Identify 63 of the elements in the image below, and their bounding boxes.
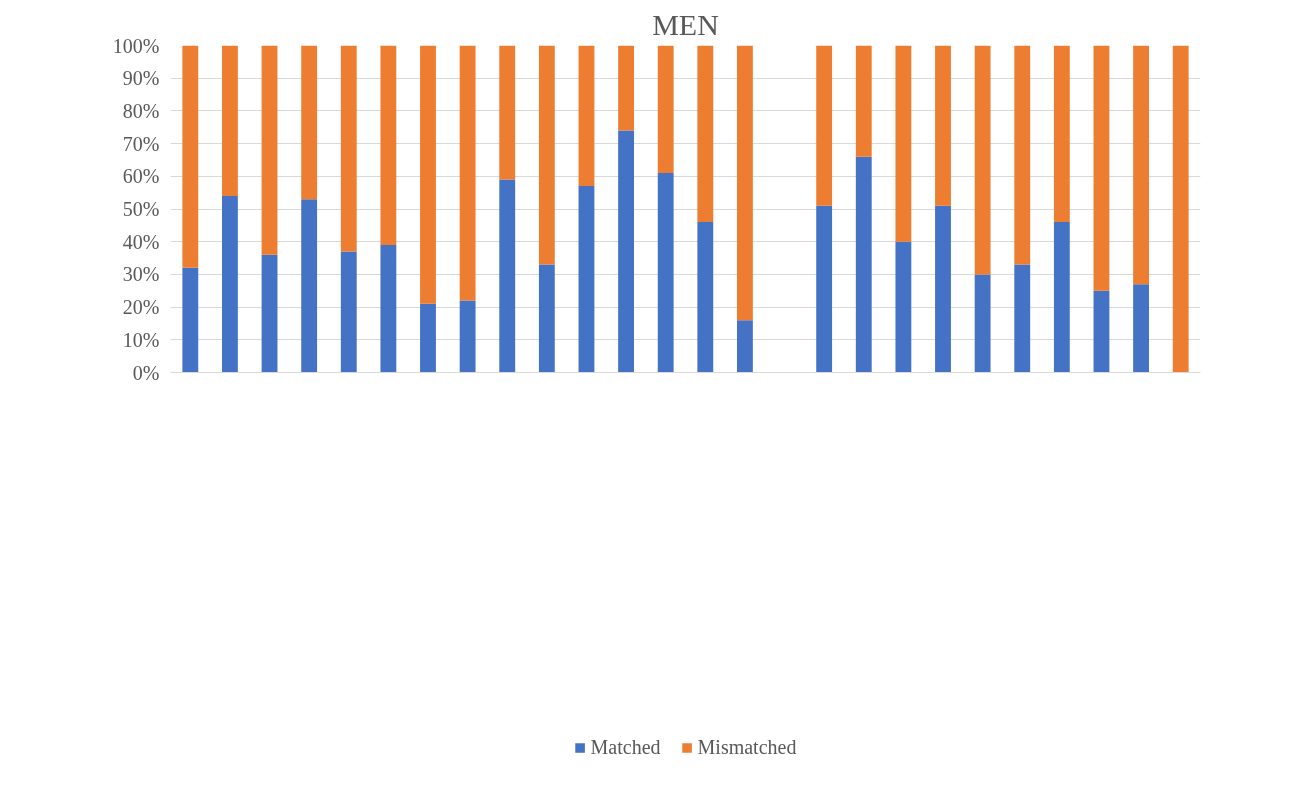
- bar: [816, 205, 833, 373]
- bar: [1014, 45, 1031, 265]
- bar: [380, 244, 397, 373]
- bar: [261, 254, 278, 373]
- bar: [261, 45, 278, 255]
- bar: [301, 199, 318, 373]
- bar: [1093, 45, 1110, 291]
- y-tick-label: 100%: [112, 34, 160, 57]
- y-tick-label: 70%: [122, 132, 160, 155]
- bar: [380, 45, 397, 245]
- bar: [618, 130, 634, 373]
- bar: [974, 274, 991, 373]
- bar: [895, 45, 912, 242]
- legend-label: Matched: [590, 735, 661, 759]
- bar: [499, 45, 516, 180]
- bar: [737, 320, 753, 373]
- bar: [657, 173, 674, 373]
- y-tick-label: 50%: [122, 198, 160, 220]
- y-tick-label: 80%: [122, 99, 160, 122]
- y-tick-label: 0%: [132, 361, 160, 384]
- bar: [657, 45, 674, 174]
- bar: [816, 45, 833, 206]
- bar: [697, 45, 714, 223]
- y-tick-label: 60%: [122, 165, 160, 188]
- bar: [1133, 284, 1149, 373]
- bar: [855, 156, 872, 373]
- bar: [499, 179, 516, 373]
- bar: [420, 45, 436, 304]
- bar: [895, 241, 912, 373]
- bar: [340, 251, 357, 373]
- bar: [459, 300, 476, 373]
- bar: [340, 45, 357, 252]
- bar: [420, 303, 436, 373]
- bar: [737, 45, 753, 321]
- y-tick-label: 40%: [122, 230, 160, 253]
- chart-title: MEN: [652, 7, 719, 41]
- y-tick-label: 20%: [122, 296, 160, 319]
- bar: [578, 45, 595, 187]
- bar: [935, 45, 951, 206]
- bar: [578, 186, 595, 373]
- bar: [301, 45, 318, 200]
- bar: [1053, 222, 1070, 373]
- bar: [459, 45, 476, 301]
- bar: [935, 205, 951, 373]
- bar: [538, 45, 555, 265]
- bar: [182, 267, 199, 373]
- bar: [182, 45, 199, 268]
- bar: [1053, 45, 1070, 223]
- y-tick-label: 10%: [122, 328, 160, 351]
- legend-label: Mismatched: [697, 735, 797, 759]
- y-tick-label: 90%: [122, 67, 160, 90]
- bar: [222, 195, 238, 373]
- y-tick-label: 30%: [122, 263, 160, 286]
- bar: [697, 222, 714, 373]
- bar: [1133, 45, 1149, 285]
- bar: [1014, 264, 1031, 373]
- bar: [974, 45, 991, 275]
- bar: [1172, 45, 1189, 373]
- bar: [855, 45, 872, 157]
- bar: [538, 264, 555, 373]
- bar: [618, 45, 634, 131]
- bar: [222, 45, 238, 196]
- bar: [1093, 290, 1110, 373]
